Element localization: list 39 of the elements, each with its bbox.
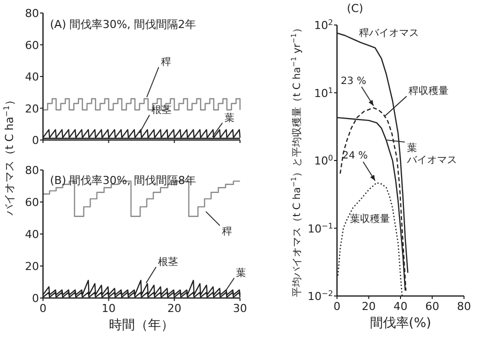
x-tick-label: 10 — [102, 302, 116, 315]
y-tick-label: 20 — [25, 260, 39, 273]
y-tick-label: 10$^{0}$ — [314, 153, 334, 168]
y-tick-label: 10$^{−1}$ — [308, 220, 334, 236]
annotation: 根茎 — [158, 256, 178, 268]
x-tick-label: 40 — [394, 300, 408, 313]
annotation: 稈バイオマス — [359, 28, 420, 40]
x-axis-title: 間伐率(%) — [370, 315, 432, 331]
x-tick-label: 20 — [167, 302, 182, 315]
chart-title: (B) 間伐率30%, 間伐間隔8年 — [50, 174, 196, 187]
y-tick-label: 80 — [25, 164, 39, 177]
y-tick-label: 60 — [25, 38, 39, 52]
x-tick-label: 30 — [233, 302, 247, 315]
annotation: 葉 — [236, 268, 246, 279]
y-tick-label: 40 — [25, 228, 39, 241]
y-tick-label: 80 — [25, 7, 39, 20]
y-tick-label: 40 — [25, 70, 39, 84]
annotation: 葉 — [224, 112, 234, 124]
y-tick-label: 0 — [32, 134, 39, 147]
y-tick-label: 10$^{1}$ — [314, 85, 334, 100]
annotation: 葉収穫量 — [350, 214, 390, 225]
annotation: 24 % — [342, 150, 368, 162]
x-tick-label: 20 — [362, 300, 376, 313]
annotation: 23 % — [340, 76, 366, 87]
annotation: 稈 — [160, 57, 171, 68]
annotation: 葉バイオマス — [406, 143, 457, 166]
y-tick-label: 60 — [25, 196, 39, 209]
x-tick-label: 80 — [457, 300, 471, 313]
text: (A) 間伐率30%, 間伐間隔2年 — [50, 18, 196, 31]
y-tick-label: 10$^{2}$ — [314, 18, 334, 32]
x-tick-label: 60 — [425, 300, 440, 313]
y-tick-label: 20 — [25, 102, 39, 116]
annotation: 根茎 — [152, 105, 172, 116]
y-tick-label: 10$^{−2}$ — [308, 288, 334, 303]
chart-title: (C) — [346, 2, 364, 15]
annotation: 稈 — [222, 226, 232, 238]
annotation: 稈収穫量 — [408, 86, 449, 98]
y-tick-label: 0 — [32, 292, 39, 305]
x-axis-title: 時間（年） — [109, 318, 174, 333]
